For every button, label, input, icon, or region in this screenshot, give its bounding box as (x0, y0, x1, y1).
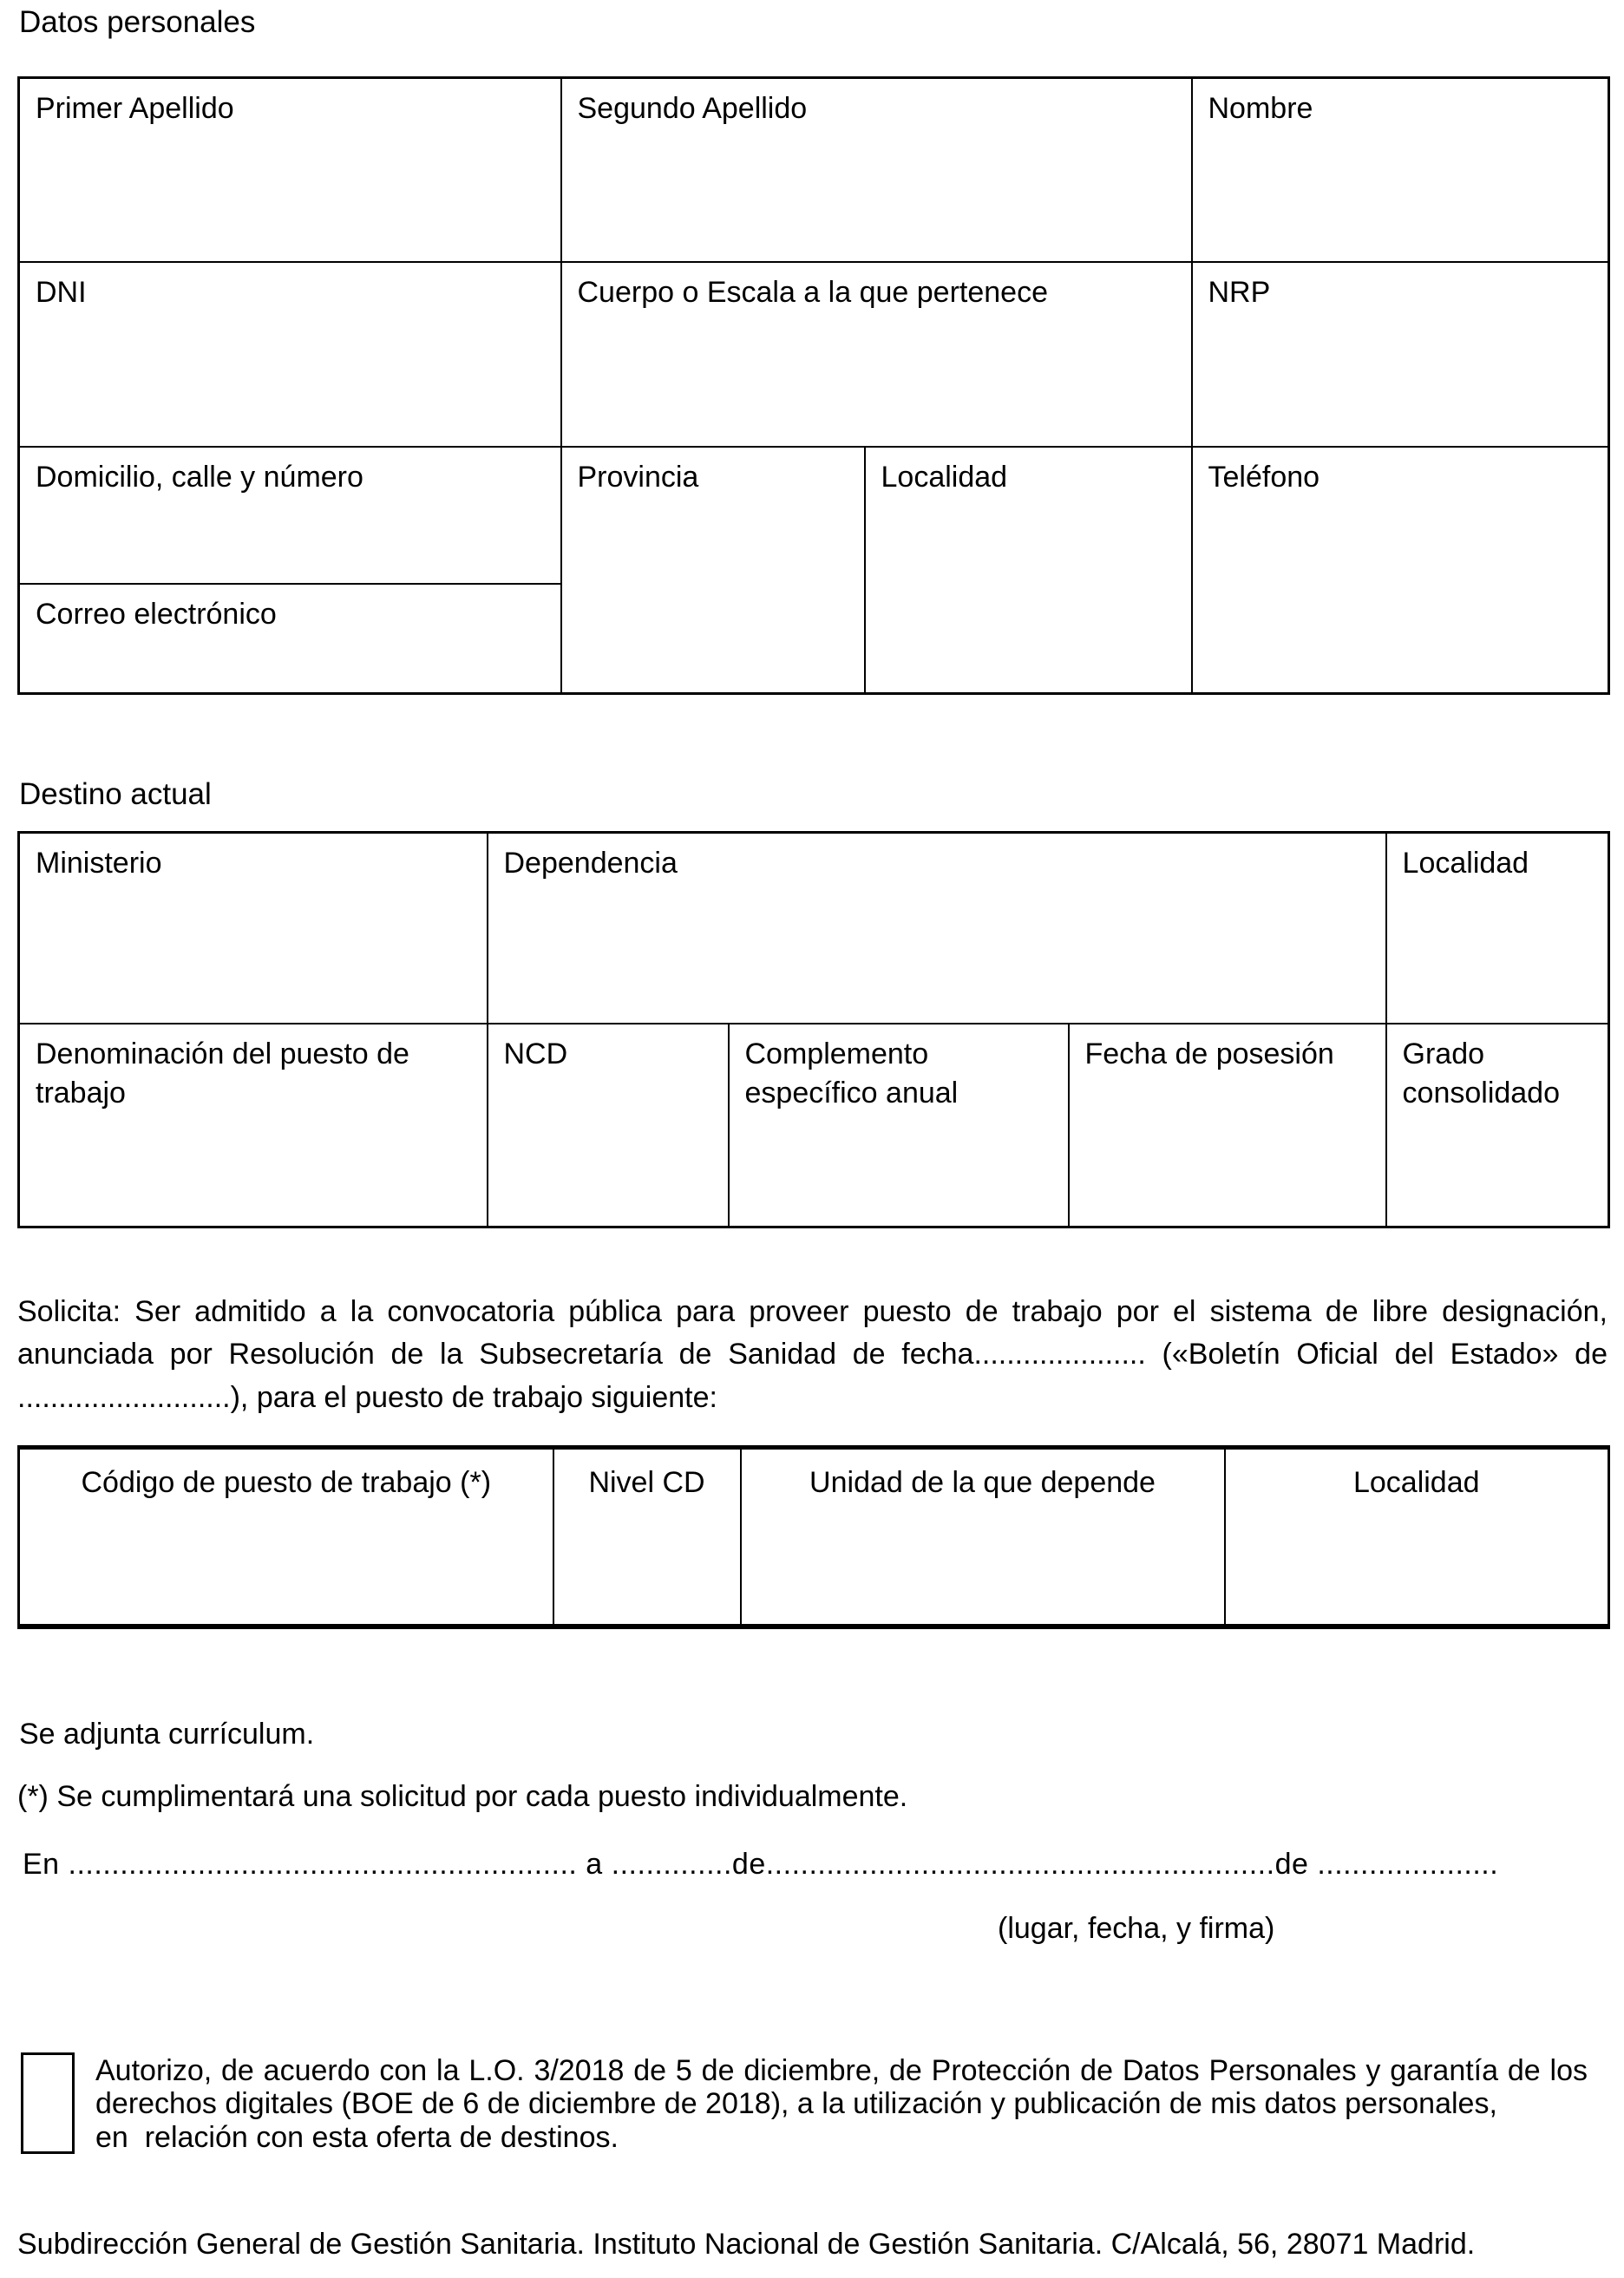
footer-address: Subdirección General de Gestión Sanitari… (17, 2228, 1476, 2261)
field-telefono: Teléfono (1190, 445, 1610, 695)
field-cuerpo-escala: Cuerpo o Escala a la que pertenece (560, 260, 1193, 448)
field-ncd: NCD (486, 1022, 730, 1228)
lugar-fecha-firma-label: (lugar, fecha, y firma) (998, 1912, 1275, 1945)
field-domicilio: Domicilio, calle y número (17, 445, 562, 585)
personal-data-table: Primer Apellido Segundo Apellido Nombre … (17, 76, 1610, 695)
destino-section-title: Destino actual (19, 777, 212, 811)
field-localidad-puesto: Localidad (1223, 1446, 1610, 1627)
table-row: Correo electrónico (17, 582, 1609, 695)
field-provincia: Provincia (560, 445, 866, 695)
field-dni: DNI (17, 260, 562, 448)
field-nivel-cd: Nivel CD (552, 1446, 742, 1627)
field-complemento-especifico: Complemento específico anual (727, 1022, 1070, 1228)
asterisk-note: (*) Se cumplimentará una solicitud por c… (17, 1780, 908, 1813)
authorization-text: Autorizo, de acuerdo con la L.O. 3/2018 … (95, 2054, 1588, 2154)
field-ministerio: Ministerio (17, 831, 488, 1024)
field-localidad: Localidad (863, 445, 1193, 695)
field-correo-electronico: Correo electrónico (17, 582, 562, 695)
field-nombre: Nombre (1190, 76, 1610, 263)
field-primer-apellido: Primer Apellido (17, 76, 562, 263)
solicita-paragraph: Solicita: Ser admitido a la convocatoria… (17, 1295, 1608, 1414)
place-date-fill-line: En .....................................… (23, 1848, 1499, 1881)
field-denominacion-puesto: Denominación del puesto de trabajo (17, 1022, 488, 1228)
field-fecha-posesion: Fecha de posesión (1067, 1022, 1387, 1228)
personal-section-title: Datos personales (19, 5, 256, 39)
field-nrp: NRP (1190, 260, 1610, 448)
field-grado-consolidado: Grado consolidado (1385, 1022, 1610, 1228)
field-localidad-destino: Localidad (1385, 831, 1610, 1024)
field-codigo-puesto: Código de puesto de trabajo (*) (17, 1446, 554, 1627)
table-row: Código de puesto de trabajo (*) Nivel CD… (17, 1446, 1610, 1627)
destino-actual-table: Ministerio Dependencia Localidad Denomin… (17, 831, 1611, 1228)
puesto-solicitado-table: Código de puesto de trabajo (*) Nivel CD… (17, 1445, 1610, 1629)
table-row: Primer Apellido Segundo Apellido Nombre (17, 76, 1610, 263)
table-row: Denominación del puesto de trabajo NCD C… (17, 1022, 1610, 1228)
authorization-checkbox[interactable] (21, 2052, 75, 2154)
field-dependencia: Dependencia (486, 831, 1387, 1024)
table-row: Domicilio, calle y número Provincia Loca… (17, 445, 1610, 695)
adjunta-curriculum-note: Se adjunta currículum. (19, 1718, 315, 1751)
field-unidad-depende: Unidad de la que depende (739, 1446, 1226, 1627)
authorization-text-last-line: en relación con esta oferta de destinos. (95, 2120, 619, 2154)
field-segundo-apellido: Segundo Apellido (560, 76, 1193, 263)
table-row: DNI Cuerpo o Escala a la que pertenece N… (17, 260, 1610, 448)
authorization-text-main: Autorizo, de acuerdo con la L.O. 3/2018 … (95, 2054, 1588, 2121)
table-row: Ministerio Dependencia Localidad (17, 831, 1610, 1024)
